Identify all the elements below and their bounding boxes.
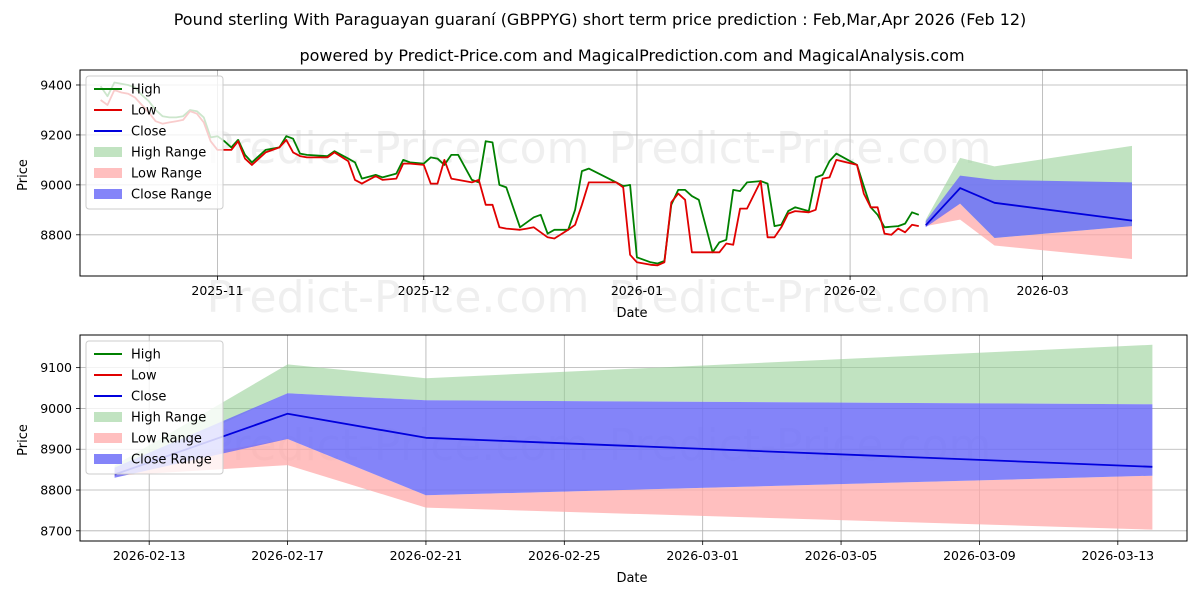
top-watermark-bottom-left: Predict-Price.com [207, 272, 590, 323]
legend-label: High [131, 348, 161, 363]
y-tick-label: 9400 [40, 77, 72, 92]
bottom-plot-frame [79, 334, 1188, 542]
legend-label: Low [131, 104, 157, 119]
legend-label: High Range [131, 146, 206, 161]
legend-swatch-close-range [94, 454, 122, 464]
y-tick-label: 8800 [40, 483, 72, 498]
y-tick-label: 9100 [40, 360, 72, 375]
x-tick-label: 2025-12 [398, 283, 450, 298]
chart-subtitle: powered by Predict-Price.com and Magical… [299, 46, 964, 65]
y-tick-label: 9200 [40, 127, 72, 142]
y-tick-label: 8700 [40, 523, 72, 538]
x-tick-label: 2026-02-17 [251, 548, 324, 563]
y-tick-label: 9000 [40, 401, 72, 416]
bottom-range-areas [114, 344, 1153, 530]
legend-label: Low Range [131, 167, 202, 182]
high-range-area [114, 344, 1153, 474]
legend-label: Close [131, 125, 166, 140]
x-tick-label: 2026-02-13 [113, 548, 186, 563]
x-tick-label: 2026-02-25 [528, 548, 601, 563]
legend-swatch-high-range [94, 412, 122, 422]
low-range-area [925, 203, 1132, 259]
top-watermark-right: Predict-Price.com [609, 123, 992, 174]
legend-label: High [131, 83, 161, 98]
x-tick-label: 2025-11 [191, 283, 243, 298]
x-tick-label: 2026-03-13 [1081, 548, 1154, 563]
top-xlabel: Date [616, 306, 647, 321]
legend-label: Close Range [131, 188, 212, 203]
x-tick-label: 2026-03 [1016, 283, 1068, 298]
legend-swatch-high-range [94, 147, 122, 157]
legend-swatch-close-range [94, 189, 122, 199]
legend-swatch-low-range [94, 433, 122, 443]
x-tick-label: 2026-01 [611, 283, 663, 298]
bottom-panel: Predict-Price.com Predict-Price.com 8700… [16, 334, 1188, 586]
legend-swatch-low-range [94, 168, 122, 178]
y-tick-label: 8900 [40, 442, 72, 457]
close-line [925, 187, 1133, 226]
top-watermark-bottom-right: Predict-Price.com [609, 272, 992, 323]
x-tick-label: 2026-02-21 [390, 548, 463, 563]
legend-label: Low Range [131, 432, 202, 447]
legend-label: Low [131, 369, 157, 384]
x-tick-label: 2026-02 [824, 283, 876, 298]
x-tick-label: 2026-03-05 [805, 548, 878, 563]
top-plot-frame [79, 69, 1188, 277]
top-panel: Predict-Price.com Predict-Price.com Pred… [16, 69, 1188, 323]
bottom-axis-ticks: 8700 8800 8900 9000 9100 2026-02-13 2026-02-17… [40, 360, 1154, 563]
top-range-areas [925, 145, 1132, 259]
top-legend: High Low Close High Range Low Range Close Ran… [85, 75, 224, 210]
bottom-legend: High Low Close High Range Low Range Close Ran… [85, 340, 224, 475]
top-gridlines [80, 70, 1187, 276]
bottom-ylabel: Price [16, 424, 31, 456]
chart-title: Pound sterling With Paraguayan guaraní (… [174, 10, 1027, 29]
legend-label: Close [131, 390, 166, 405]
x-tick-label: 2026-03-09 [943, 548, 1016, 563]
close-range-area [114, 393, 1153, 496]
legend-label: Close Range [131, 453, 212, 468]
top-ylabel: Price [16, 159, 31, 191]
bottom-xlabel: Date [616, 571, 647, 586]
low-range-area [114, 439, 1153, 530]
x-tick-label: 2026-03-01 [666, 548, 739, 563]
top-watermark-left: Predict-Price.com [207, 123, 590, 174]
legend-label: High Range [131, 411, 206, 426]
y-tick-label: 9000 [40, 177, 72, 192]
top-axis-ticks: 8800 9000 9200 9400 2025-11 2025-12 2026-01 202… [40, 77, 1069, 298]
y-tick-label: 8800 [40, 227, 72, 242]
